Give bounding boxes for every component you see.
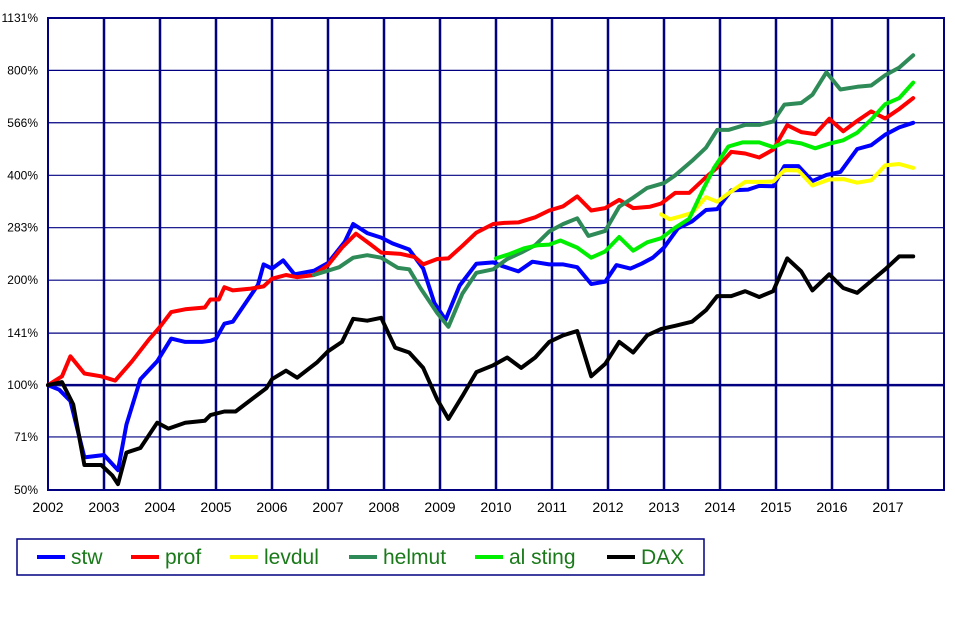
series-line-al-sting bbox=[494, 80, 916, 261]
series-lines bbox=[46, 53, 916, 487]
legend-item-prof: prof bbox=[131, 546, 201, 569]
y-tick-label: 100% bbox=[7, 378, 38, 392]
x-tick-label: 2014 bbox=[704, 499, 735, 515]
legend-label: al sting bbox=[509, 546, 576, 569]
y-tick-label: 200% bbox=[7, 273, 38, 287]
legend-item-dax: DAX bbox=[607, 546, 684, 569]
legend-item-levdul: levdul bbox=[230, 546, 319, 569]
y-tick-label: 566% bbox=[7, 116, 38, 130]
legend-label: DAX bbox=[641, 546, 684, 569]
y-tick-label: 800% bbox=[7, 63, 38, 77]
x-tick-label: 2015 bbox=[760, 499, 791, 515]
legend-label: prof bbox=[165, 546, 201, 569]
y-tick-label: 141% bbox=[7, 326, 38, 340]
y-tick-label: 50% bbox=[14, 483, 38, 497]
x-tick-label: 2008 bbox=[368, 499, 399, 515]
x-tick-label: 2004 bbox=[144, 499, 175, 515]
x-tick-label: 2002 bbox=[32, 499, 63, 515]
y-axis-tick-labels: 50% 71% 100% 141% 200% 283% 400% 566% 800% 1131% bbox=[2, 11, 39, 497]
series-line-prof bbox=[46, 96, 916, 388]
x-tick-label: 2006 bbox=[256, 499, 287, 515]
series-line-dax bbox=[46, 254, 916, 487]
x-tick-label: 2005 bbox=[200, 499, 231, 515]
legend-item-stw: stw bbox=[37, 546, 103, 569]
legend: stw prof levdul helmut al sting DAX bbox=[16, 538, 705, 576]
x-tick-label: 2011 bbox=[537, 499, 567, 515]
legend-label: helmut bbox=[383, 546, 446, 569]
legend-item-al-sting: al sting bbox=[475, 546, 576, 569]
x-tick-label: 2007 bbox=[312, 499, 343, 515]
x-tick-label: 2017 bbox=[872, 499, 903, 515]
legend-item-helmut: helmut bbox=[349, 546, 446, 569]
y-tick-label: 283% bbox=[7, 221, 38, 235]
y-tick-label: 1131% bbox=[2, 11, 39, 25]
grid-lines bbox=[48, 17, 944, 491]
legend-label: levdul bbox=[264, 546, 319, 569]
y-tick-label: 400% bbox=[7, 168, 38, 182]
x-tick-label: 2003 bbox=[88, 499, 119, 515]
x-tick-label: 2016 bbox=[816, 499, 847, 515]
legend-label: stw bbox=[71, 546, 103, 569]
series-line-stw bbox=[46, 120, 916, 473]
x-tick-label: 2013 bbox=[648, 499, 679, 515]
y-tick-label: 71% bbox=[14, 430, 38, 444]
x-tick-label: 2010 bbox=[480, 499, 511, 515]
series-line-helmut bbox=[312, 53, 916, 329]
x-tick-label: 2012 bbox=[592, 499, 623, 515]
x-tick-label: 2009 bbox=[424, 499, 455, 515]
x-axis-tick-labels: 2002 2003 2004 2005 2006 2007 2008 2009 2010 2011… bbox=[32, 499, 903, 515]
